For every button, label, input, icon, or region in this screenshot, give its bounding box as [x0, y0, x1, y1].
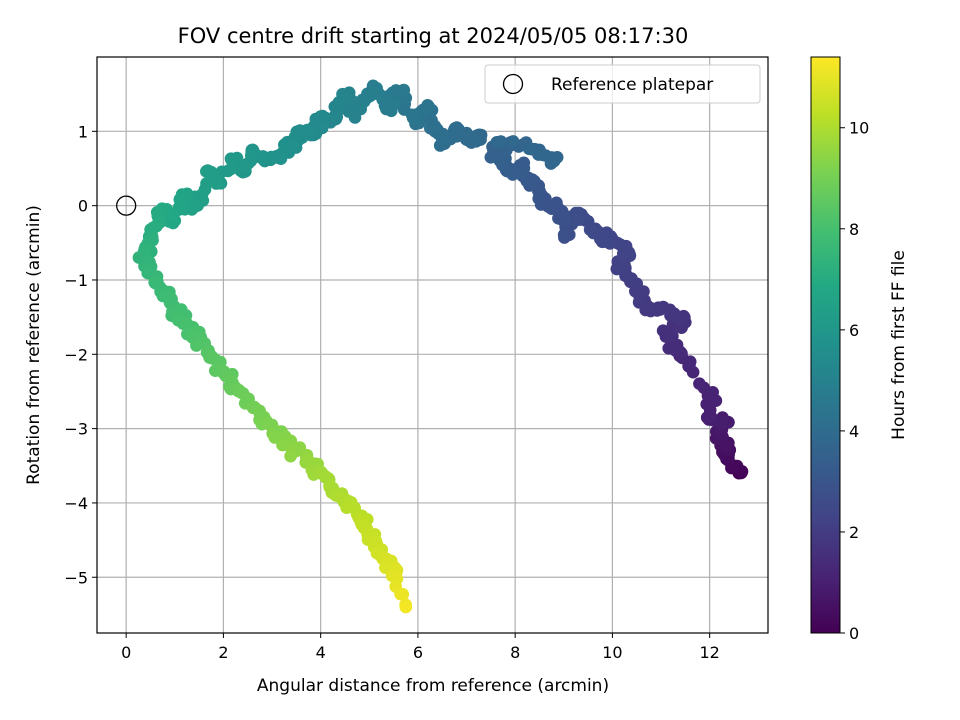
x-tick-label: 4 [316, 643, 326, 662]
colorbar-ticks: 0 2 4 6 8 10 [840, 119, 869, 643]
y-tick-label: −3 [64, 420, 88, 439]
x-tick-label: 0 [121, 643, 131, 662]
colorbar-label: Hours from first FF file [889, 250, 909, 440]
legend-box [484, 64, 761, 104]
y-axis-ticks: −5 −4 −3 −2 −1 0 1 [64, 122, 97, 587]
colorbar-tick-label: 8 [849, 220, 859, 239]
x-axis-label: Angular distance from reference (arcmin) [257, 676, 609, 696]
scatter-point [532, 148, 545, 161]
x-tick-label: 6 [413, 643, 423, 662]
legend-label: Reference platepar [551, 75, 713, 95]
scatter-point [704, 409, 717, 422]
scatter-point [284, 449, 297, 463]
scatter-point [209, 175, 223, 189]
plot-frame [96, 56, 769, 634]
colorbar-tick-label: 6 [849, 321, 859, 340]
colorbar [811, 57, 840, 633]
colorbar-frame [810, 56, 841, 634]
legend: Reference platepar [484, 64, 761, 104]
scatter-point [666, 339, 680, 352]
colorbar-tick-label: 0 [849, 624, 859, 643]
x-tick-label: 2 [218, 643, 228, 662]
scatter-point [394, 587, 407, 601]
y-tick-label: −2 [64, 345, 88, 364]
scatter-point [693, 377, 706, 391]
y-tick-label: 0 [78, 197, 88, 216]
scatter-point [557, 228, 571, 242]
colorbar-tick-label: 4 [849, 422, 859, 441]
scatter-point [399, 600, 413, 614]
data-points [132, 79, 749, 614]
x-axis-ticks: 0 2 4 6 8 10 12 [121, 633, 720, 662]
scatter-point [547, 154, 561, 168]
y-tick-label: −5 [64, 568, 88, 587]
scatter-point [506, 135, 520, 148]
reference-marker-group [116, 195, 137, 216]
colorbar-tick-label: 2 [849, 523, 859, 542]
chart-title: FOV centre drift starting at 2024/05/05 … [178, 24, 689, 48]
colorbar-tick-label: 10 [849, 119, 869, 138]
scatter-point [490, 136, 504, 149]
x-tick-label: 10 [602, 643, 622, 662]
reference-platepar-marker [116, 195, 137, 216]
scatter-point [225, 153, 238, 166]
y-tick-label: −1 [64, 271, 88, 290]
y-tick-label: −4 [64, 494, 88, 513]
x-tick-label: 12 [699, 643, 719, 662]
legend-marker-icon [502, 73, 524, 95]
scatter-point [517, 156, 531, 170]
x-tick-label: 8 [510, 643, 520, 662]
scatter-point [522, 142, 536, 156]
y-tick-label: 1 [78, 122, 88, 141]
y-axis-label: Rotation from reference (arcmin) [24, 205, 44, 485]
